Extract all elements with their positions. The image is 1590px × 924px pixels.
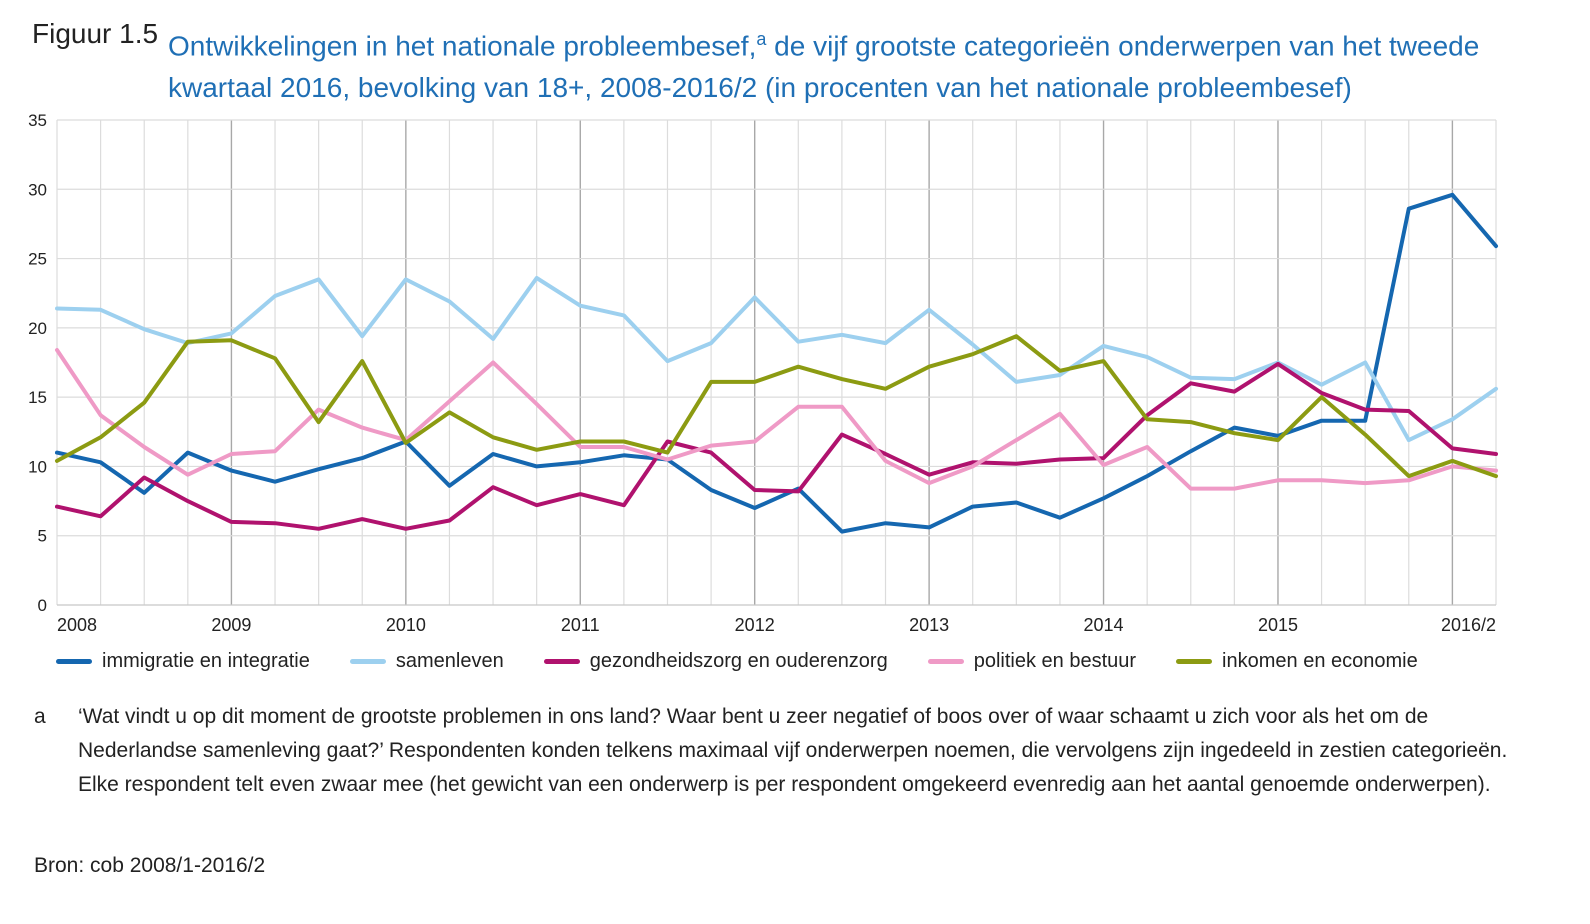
legend-swatch — [927, 658, 964, 664]
footnote-marker: a — [34, 705, 46, 728]
y-tick-label: 20 — [28, 319, 47, 338]
x-tick-label: 2008 — [57, 615, 97, 635]
series-line-gezondheidszorg-en-ouderenzorg — [55, 361, 1498, 531]
legend-swatch — [543, 658, 580, 664]
figure-title-part2: de vijf grootste categorieën onderwerpen… — [168, 30, 1480, 104]
series-line-politiek-en-bestuur — [55, 348, 1498, 491]
legend-item: inkomen en economie — [1176, 650, 1418, 673]
chart-legend: immigratie en integratie samenleven gezond… — [56, 646, 1458, 676]
legend-item: samenleven — [349, 649, 504, 673]
legend-label: inkomen en economie — [1222, 649, 1418, 672]
series-line-immigratie-en-integratie — [55, 192, 1498, 534]
x-tick-label: 2015 — [1258, 615, 1298, 635]
x-tick-label: 2012 — [735, 615, 775, 635]
series-line-inkomen-en-economie — [55, 334, 1498, 479]
y-tick-label: 0 — [38, 596, 47, 615]
y-tick-label: 5 — [38, 527, 47, 546]
legend-swatch — [349, 658, 386, 664]
x-tick-label: 2011 — [561, 615, 600, 635]
footnote-text: ‘Wat vindt u op dit moment de grootste p… — [78, 705, 1508, 796]
x-tick-label: 2014 — [1084, 615, 1124, 635]
legend-label: samenleven — [395, 649, 504, 672]
source-note: Bron: cob 2008/1-2016/2 — [34, 854, 266, 877]
y-tick-label: 10 — [28, 457, 47, 476]
y-tick-label: 15 — [28, 388, 47, 407]
legend-swatch — [56, 658, 92, 664]
legend-item: gezondheidszorg en ouderenzorg — [543, 649, 888, 673]
series-line-samenleven — [55, 276, 1498, 443]
y-tick-label: 25 — [28, 250, 47, 269]
x-tick-label: 2009 — [211, 615, 251, 635]
y-tick-label: 35 — [28, 111, 47, 130]
legend-label: gezondheidszorg en ouderenzorg — [589, 649, 888, 672]
figure-title: Ontwikkelingen in het nationale probleem… — [168, 18, 1548, 109]
x-tick-label: 2016/2 — [1441, 615, 1496, 635]
legend-item: immigratie en integratie — [56, 650, 310, 673]
x-tick-label: 2010 — [386, 615, 426, 635]
legend-swatch — [1176, 658, 1213, 664]
legend-item: politiek en bestuur — [927, 649, 1137, 673]
figure-label: Figuur 1.5 — [32, 18, 159, 49]
x-tick-label: 2013 — [909, 615, 949, 635]
legend-label: immigratie en integratie — [102, 649, 310, 672]
y-tick-label: 30 — [28, 180, 47, 199]
figure-title-part1: Ontwikkelingen in het nationale probleem… — [168, 30, 757, 62]
legend-label: politiek en bestuur — [973, 649, 1137, 672]
footnote-reference: a — [756, 29, 767, 49]
